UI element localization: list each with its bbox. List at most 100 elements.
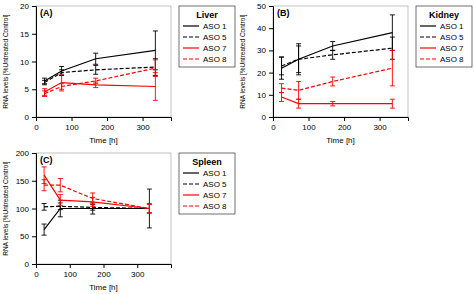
x-tick: 300	[136, 117, 150, 132]
y-tick: 20	[257, 69, 273, 78]
error-bar	[296, 81, 301, 99]
series	[279, 37, 395, 75]
error-bar	[279, 57, 284, 79]
legend-item: ASO 8	[183, 202, 227, 211]
legend-item: ASO 1	[183, 22, 227, 31]
panel-label: (A)	[40, 8, 53, 18]
error-bar	[59, 74, 64, 91]
x-tick-label: 100	[302, 123, 316, 132]
legend-title: Liver	[196, 10, 218, 20]
y-tick-label: 0	[25, 260, 30, 269]
x-tick: 100	[64, 264, 78, 279]
x-tick-mark	[104, 264, 105, 268]
plot-area	[42, 167, 152, 235]
legend-item: ASO 5	[183, 180, 227, 189]
y-tick-label: 50	[20, 232, 29, 241]
y-tick-label: 0	[25, 113, 30, 122]
error-bar	[296, 99, 301, 108]
legend-label: ASO 8	[203, 202, 227, 211]
legend-box	[179, 6, 235, 67]
x-tick: 300	[373, 117, 387, 132]
x-tick-mark	[380, 117, 381, 121]
y-tick: 10	[20, 58, 36, 67]
legend-swatch	[420, 47, 436, 48]
error-bar	[42, 91, 47, 97]
y-tick-mark	[32, 62, 36, 63]
error-bar	[330, 101, 335, 105]
x-tick: 200	[101, 117, 115, 132]
error-bar	[147, 204, 152, 213]
x-tick-label: 300	[373, 123, 387, 132]
error-bar	[147, 204, 152, 213]
series	[42, 203, 152, 213]
x-axis-line	[37, 118, 172, 122]
y-tick-label: 20	[257, 69, 266, 78]
error-bar	[330, 50, 335, 59]
error-bar	[279, 84, 284, 93]
series	[42, 31, 158, 84]
error-bar	[330, 77, 335, 86]
y-tick: 10	[257, 91, 273, 100]
x-tick: 0	[34, 117, 39, 132]
legend-swatch	[183, 205, 199, 206]
y-tick-label: 5	[25, 85, 30, 94]
y-tick-label: 0	[262, 113, 267, 122]
x-axis: 0 100 200 300	[34, 117, 171, 132]
x-tick: 0	[271, 117, 276, 132]
legend-label: ASO 5	[203, 180, 227, 189]
legend-box	[179, 153, 235, 214]
series	[42, 60, 158, 97]
x-tick-label: 300	[136, 123, 150, 132]
series	[42, 179, 152, 213]
y-axis: 01020304050	[257, 2, 273, 122]
y-tick: 0	[262, 113, 273, 122]
legend-label: ASO 8	[440, 55, 464, 64]
legend-item: ASO 5	[420, 33, 464, 42]
x-tick: 0	[34, 264, 39, 279]
y-tick-mark	[269, 95, 273, 96]
x-tick-mark	[143, 117, 144, 121]
x-tick-mark	[107, 117, 108, 121]
y-tick-mark	[32, 89, 36, 90]
x-axis-line	[274, 118, 409, 122]
x-tick: 300	[131, 264, 145, 279]
plot-area	[279, 15, 395, 108]
y-tick-mark	[32, 34, 36, 35]
y-tick-mark	[32, 153, 36, 154]
plot-frame	[273, 6, 408, 117]
y-tick-mark	[269, 73, 273, 74]
y-axis-title: RNA levels [%Untreated Control]	[2, 14, 10, 108]
x-tick: 200	[97, 264, 111, 279]
x-axis: 0100200300	[271, 117, 408, 132]
x-tick: 100	[65, 117, 79, 132]
y-axis-line	[32, 154, 37, 265]
legend-swatch	[183, 183, 199, 184]
legend: LiverASO 1ASO 5ASO 7ASO 8	[179, 6, 235, 67]
plot-frame	[36, 6, 171, 117]
legend-item: ASO 5	[183, 33, 227, 42]
x-tick-label: 100	[64, 270, 78, 279]
y-tick: 200	[16, 149, 36, 158]
error-bar	[58, 179, 63, 192]
y-tick-mark	[269, 50, 273, 51]
y-tick-label: 100	[16, 205, 30, 214]
y-axis: 050100150200	[16, 149, 37, 269]
error-bar	[93, 65, 98, 74]
plot-frame	[36, 153, 171, 264]
legend-swatch	[183, 36, 199, 37]
legend-label: ASO 7	[440, 44, 464, 53]
y-tick-mark	[269, 6, 273, 7]
error-bar	[42, 224, 47, 235]
error-bar	[42, 80, 47, 84]
legend-swatch	[183, 172, 199, 173]
error-bar	[42, 180, 47, 191]
legend-label: ASO 7	[203, 191, 227, 200]
error-bar	[42, 204, 47, 211]
y-tick-mark	[32, 264, 36, 265]
error-bar	[279, 93, 284, 102]
y-tick-label: 40	[257, 24, 266, 33]
y-tick-mark	[32, 181, 36, 182]
error-bar	[153, 60, 158, 77]
legend-title: Kidney	[429, 10, 459, 20]
x-axis-line	[37, 265, 172, 269]
